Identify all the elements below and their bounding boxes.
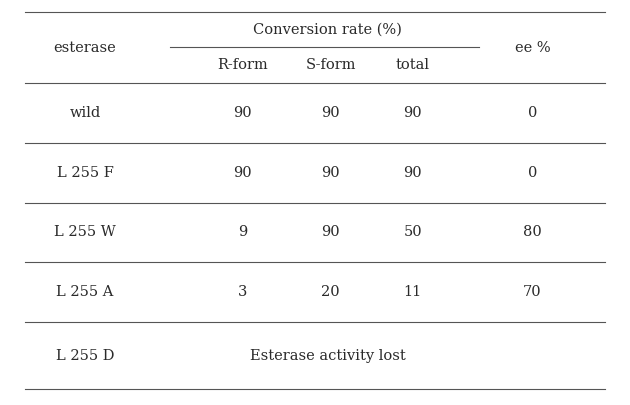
Text: Esterase activity lost: Esterase activity lost (249, 349, 406, 362)
Text: total: total (396, 58, 430, 72)
Text: 90: 90 (321, 106, 340, 120)
Text: 90: 90 (321, 226, 340, 239)
Text: 90: 90 (233, 166, 252, 179)
Text: esterase: esterase (54, 40, 117, 55)
Text: L 255 F: L 255 F (57, 166, 113, 179)
Text: 90: 90 (403, 166, 422, 179)
Text: L 255 A: L 255 A (56, 286, 114, 299)
Text: 0: 0 (528, 166, 537, 179)
Text: 11: 11 (404, 286, 421, 299)
Text: 0: 0 (528, 106, 537, 120)
Text: L 255 D: L 255 D (56, 349, 114, 362)
Text: 90: 90 (321, 166, 340, 179)
Text: 9: 9 (238, 226, 247, 239)
Text: R-form: R-form (217, 58, 268, 72)
Text: 3: 3 (238, 286, 247, 299)
Text: 70: 70 (523, 286, 542, 299)
Text: S-form: S-form (306, 58, 356, 72)
Text: 20: 20 (321, 286, 340, 299)
Text: L 255 W: L 255 W (54, 226, 116, 239)
Text: wild: wild (69, 106, 101, 120)
Text: 90: 90 (403, 106, 422, 120)
Text: Conversion rate (%): Conversion rate (%) (253, 22, 402, 36)
Text: 50: 50 (403, 226, 422, 239)
Text: ee %: ee % (515, 40, 550, 55)
Text: 80: 80 (523, 226, 542, 239)
Text: 90: 90 (233, 106, 252, 120)
